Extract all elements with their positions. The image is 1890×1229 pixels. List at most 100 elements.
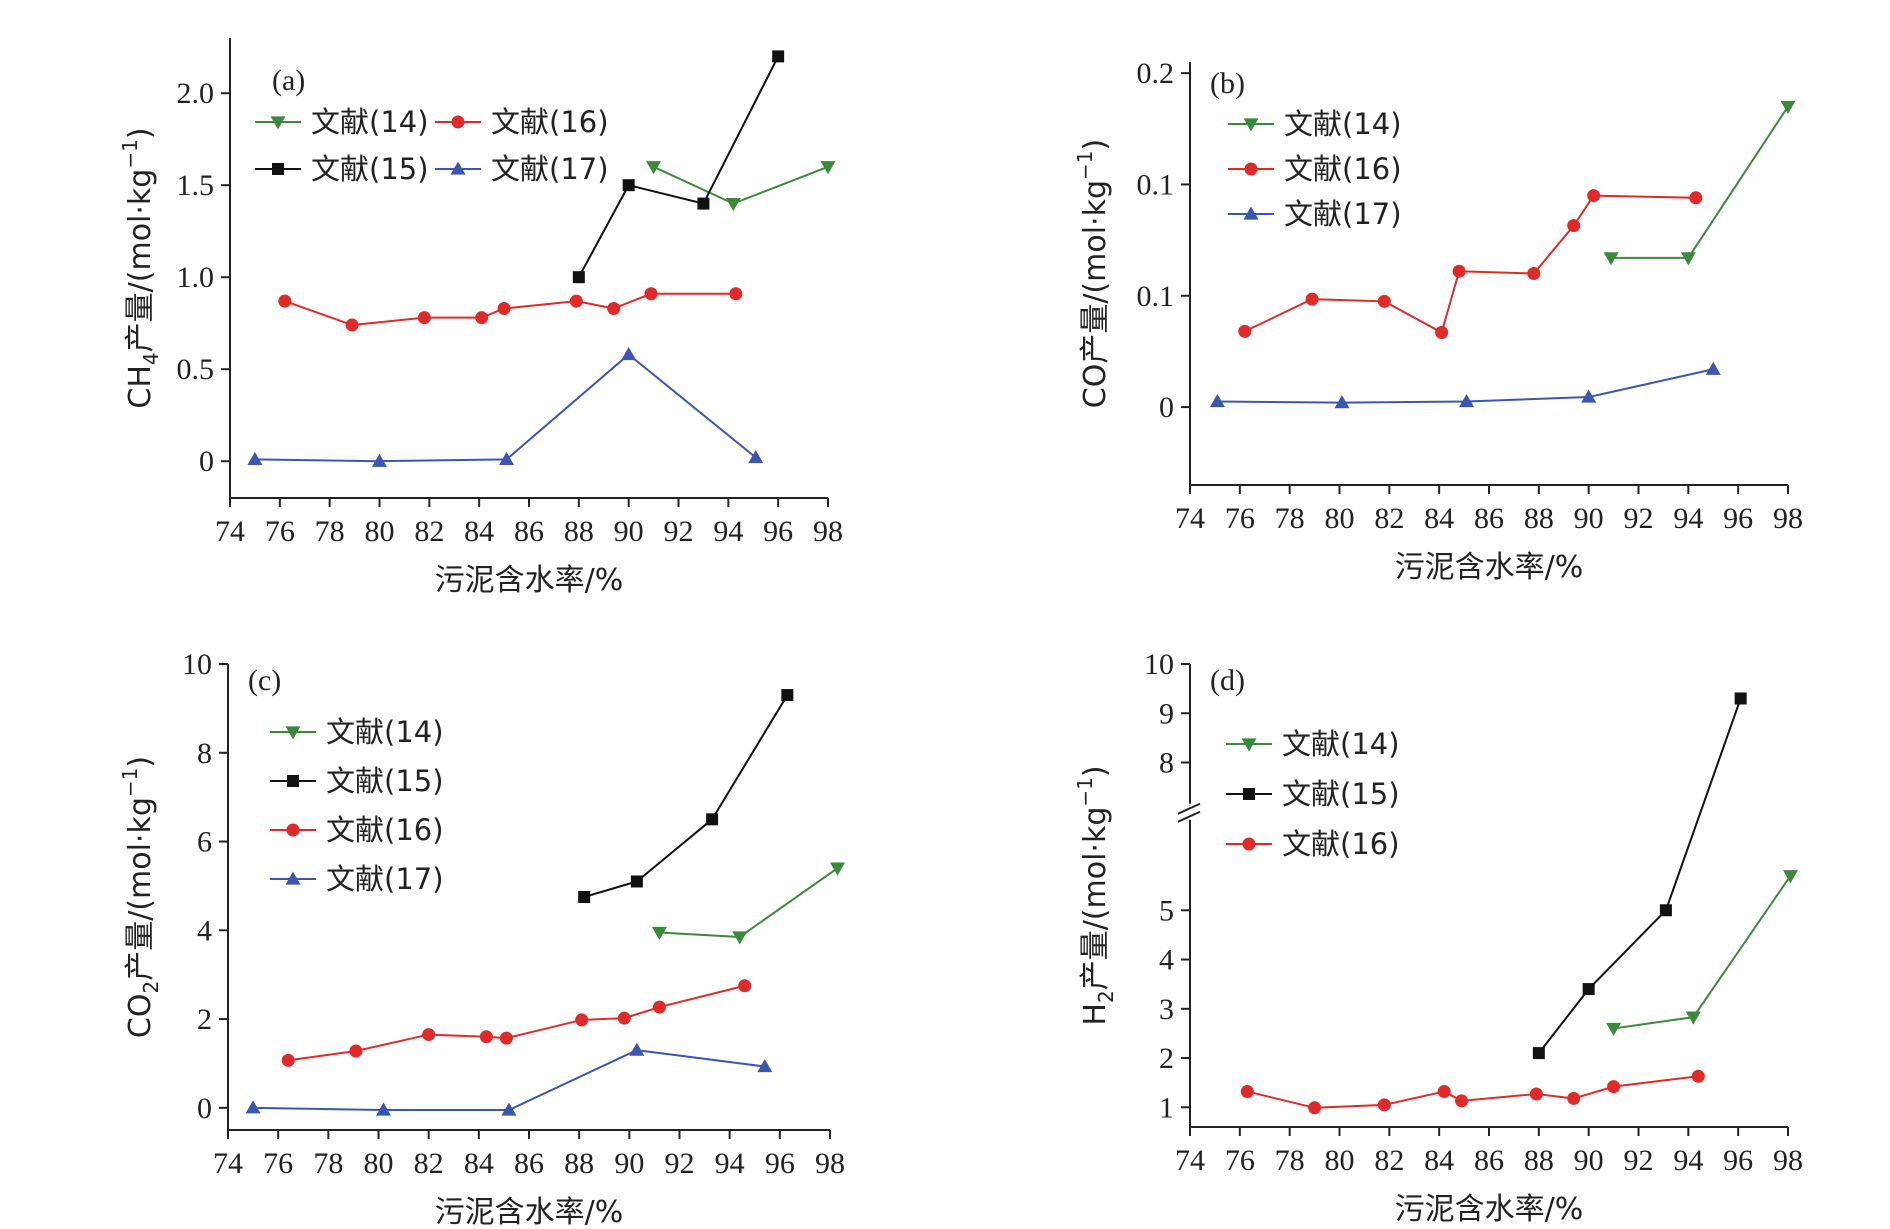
data-point (1581, 389, 1597, 403)
y-tick-label: 1 (1159, 1091, 1174, 1124)
y-axis-title-subscript: 2 (139, 981, 163, 994)
data-point (349, 1044, 363, 1058)
data-point (646, 161, 662, 175)
y-tick-label: 0.1 (1137, 168, 1175, 201)
data-point (1455, 1094, 1469, 1108)
legend-label: 文献(15) (311, 152, 429, 186)
data-point (575, 1013, 589, 1027)
data-point (1532, 1047, 1545, 1060)
legend-label: 文献(15) (1282, 777, 1400, 811)
x-axis-title: 污泥含水率/% (1395, 1192, 1584, 1227)
y-tick-label: 2 (1159, 1042, 1174, 1075)
data-point (772, 50, 785, 63)
x-tick-label: 90 (1574, 502, 1604, 535)
data-point (1689, 191, 1703, 205)
panel-tag: (c) (248, 664, 281, 697)
data-point (1734, 692, 1747, 705)
data-point (830, 862, 846, 876)
y-tick-label: 5 (1159, 894, 1174, 927)
data-point (1305, 292, 1319, 306)
x-tick-label: 96 (763, 515, 793, 548)
x-tick-label: 98 (813, 515, 843, 548)
y-tick-label: 0.2 (1137, 57, 1175, 90)
data-point (1780, 100, 1796, 115)
y-axis-title-unit: 产量/(mol·kg (123, 797, 158, 981)
x-tick-label: 82 (414, 515, 444, 548)
data-point (281, 1053, 295, 1067)
x-tick-label: 76 (1225, 502, 1255, 535)
panel-tag: (d) (1210, 664, 1245, 697)
x-axis-title: 污泥含水率/% (435, 1195, 624, 1229)
data-point (748, 450, 764, 464)
x-tick-label: 86 (514, 515, 544, 548)
data-point (732, 931, 748, 945)
legend-swatch-marker (1243, 206, 1259, 220)
x-tick-label: 94 (715, 1147, 745, 1180)
series-line (254, 353, 757, 463)
series-line (1611, 105, 1789, 259)
data-point (1705, 361, 1721, 375)
data-point (1582, 983, 1595, 996)
legend-label: 文献(17) (1284, 197, 1402, 231)
data-point (1527, 267, 1541, 280)
y-tick-label: 1.0 (177, 261, 215, 294)
series-line (1538, 698, 1742, 1054)
y-tick-label: 9 (1159, 697, 1174, 730)
axis-break-mark (1177, 810, 1201, 823)
y-tick-label: 2.0 (177, 77, 215, 110)
y-tick-label: 2 (197, 1003, 212, 1036)
y-tick-label: 4 (1159, 944, 1174, 977)
legend-swatch-marker (1242, 837, 1256, 851)
y-tick-label: 1.5 (177, 169, 215, 202)
series-line (253, 1049, 765, 1112)
data-point (372, 453, 387, 467)
data-point (820, 161, 836, 175)
y-tick-label: 6 (197, 826, 212, 859)
data-point (1603, 252, 1619, 266)
x-tick-label: 82 (1374, 502, 1404, 535)
x-tick-label: 86 (1474, 502, 1504, 535)
data-point (697, 197, 710, 210)
y-tick-label: 0 (199, 445, 214, 478)
data-point (781, 689, 794, 702)
data-point (629, 1042, 645, 1056)
legend-swatch-marker (270, 116, 286, 130)
panel-tag: (a) (272, 64, 305, 97)
legend-swatch-marker (1243, 788, 1255, 800)
x-tick-label: 88 (1524, 502, 1554, 535)
y-axis-title: CO2产量/(mol·kg−1) (118, 756, 163, 1038)
data-point (479, 1030, 493, 1044)
y-axis-title: CO产量/(mol·kg−1) (1073, 139, 1113, 408)
y-tick-label: 3 (1159, 993, 1174, 1026)
x-tick-label: 88 (564, 1147, 594, 1180)
legend-swatch-marker (286, 823, 300, 837)
data-point (578, 891, 591, 903)
x-tick-label: 80 (364, 1147, 394, 1180)
x-tick-label: 84 (1424, 1144, 1454, 1177)
y-axis-title-superscript: −1 (1073, 150, 1097, 179)
data-point (1782, 870, 1798, 884)
legend-label: 文献(16) (491, 105, 609, 139)
x-tick-label: 78 (1275, 502, 1305, 535)
x-tick-label: 92 (665, 1147, 695, 1180)
data-point (1567, 219, 1581, 233)
legend-swatch-marker (285, 871, 301, 885)
y-tick-label: 0 (197, 1092, 212, 1125)
x-tick-label: 92 (1624, 502, 1654, 535)
y-axis-title-close: ) (1078, 139, 1113, 151)
x-tick-label: 94 (713, 515, 743, 548)
data-point (1691, 1069, 1705, 1083)
data-point (1607, 1080, 1621, 1094)
data-point (1567, 1091, 1581, 1105)
y-axis-title-species: H (1078, 1003, 1113, 1026)
x-tick-label: 78 (313, 1147, 343, 1180)
x-tick-label: 96 (765, 1147, 795, 1180)
data-point (1377, 294, 1391, 308)
data-point (422, 1028, 436, 1042)
data-point (651, 926, 667, 941)
data-point (652, 1000, 666, 1014)
x-tick-label: 78 (1275, 1144, 1305, 1177)
series-line (583, 694, 789, 898)
series-line (577, 55, 780, 278)
y-axis-title-close: ) (123, 756, 158, 768)
